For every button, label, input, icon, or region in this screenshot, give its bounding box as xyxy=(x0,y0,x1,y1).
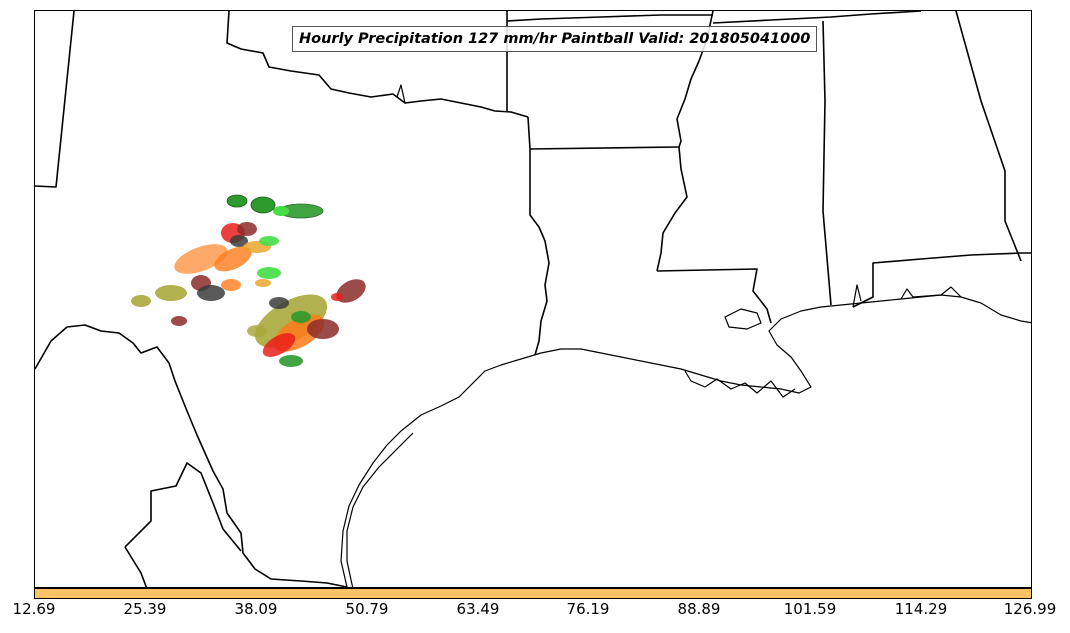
precip-blob-lightgreen xyxy=(273,206,289,216)
florida-panhandle-border xyxy=(852,252,1031,308)
precip-blob-green xyxy=(226,194,248,208)
colorbar-tick-label: 25.39 xyxy=(123,600,167,618)
precip-blob-gray xyxy=(197,285,225,301)
map-title: Hourly Precipitation 127 mm/hr Paintball… xyxy=(292,26,818,52)
coastline xyxy=(340,84,1031,587)
paintball-blobs xyxy=(131,194,366,367)
colorbar-tick-label: 126.99 xyxy=(1003,600,1057,618)
precip-blob-gray xyxy=(230,235,248,247)
precip-blob-olive xyxy=(131,295,151,307)
precip-blob-darkred xyxy=(307,319,339,339)
mexico-state-border-2 xyxy=(124,546,148,587)
precip-blob-orange xyxy=(221,279,241,291)
louisiana-bayou-detail xyxy=(684,370,796,398)
precip-blob-green xyxy=(279,355,303,367)
colorbar-tick-label: 50.79 xyxy=(345,600,389,618)
colorbar-tick-label: 63.49 xyxy=(456,600,500,618)
map-area: Hourly Precipitation 127 mm/hr Paintball… xyxy=(34,10,1032,588)
colorbar-tick-label: 38.09 xyxy=(234,600,278,618)
precip-blob-olive xyxy=(247,325,267,337)
precip-blob-lightorange xyxy=(174,244,228,274)
lake-pontchartrain xyxy=(724,308,762,330)
mississippi-alabama-border xyxy=(822,20,832,306)
mobile-bay xyxy=(852,284,862,308)
colorbar-tick-label: 101.59 xyxy=(783,600,837,618)
colorbar xyxy=(34,588,1032,599)
precip-blob-lightgreen xyxy=(259,236,279,246)
tennessee-border xyxy=(712,11,922,24)
alabama-georgia-border xyxy=(955,11,1022,262)
precip-blob-olive xyxy=(155,285,187,301)
precip-blob-darkred xyxy=(237,222,257,236)
precip-blob-orange xyxy=(214,246,252,272)
colorbar-tick-label: 114.29 xyxy=(894,600,948,618)
red-river-squiggle xyxy=(396,84,406,104)
colorbar-tick-label: 88.89 xyxy=(677,600,721,618)
gulf-coastline xyxy=(340,294,1031,587)
mexico-state-border-1 xyxy=(124,462,242,552)
arkansas-louisiana-border xyxy=(529,146,680,150)
precip-blob-lightgreen xyxy=(257,267,281,279)
missouri-arkansas-border xyxy=(506,14,713,22)
map-canvas xyxy=(35,11,1031,587)
precip-blob-darkred xyxy=(336,279,366,303)
florida-bays xyxy=(900,286,962,300)
colorbar-tick-label: 76.19 xyxy=(566,600,610,618)
texas-barrier-islands xyxy=(346,432,414,587)
texas-panhandle-border xyxy=(35,11,75,188)
colorbar-tick-label: 12.69 xyxy=(12,600,56,618)
precip-blob-green xyxy=(291,311,311,323)
louisiana-mississippi-border xyxy=(656,268,772,324)
precip-blob-gold xyxy=(255,279,271,287)
precip-blob-darkred xyxy=(171,316,187,326)
mississippi-river-border xyxy=(656,11,714,272)
state-borders xyxy=(35,11,1031,587)
texas-east-border xyxy=(527,116,550,356)
precip-blob-green xyxy=(250,196,276,214)
precip-blob-olive xyxy=(254,294,328,348)
precip-blob-red xyxy=(262,333,296,357)
precip-blob-red xyxy=(331,293,343,301)
precip-blob-gray xyxy=(269,297,289,309)
red-river-border xyxy=(226,11,529,118)
rio-grande-border xyxy=(35,324,348,587)
